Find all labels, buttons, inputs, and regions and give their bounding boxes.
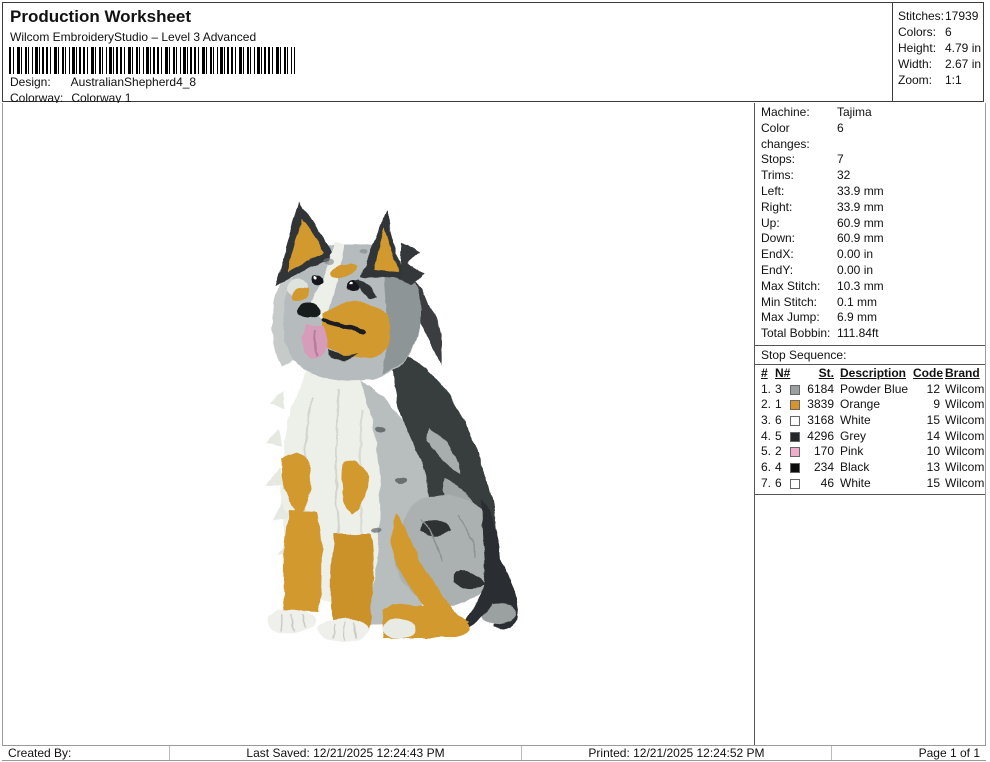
design-summary-box: Stitches: 17939 Colors: 6 Height: 4.79 i… [892,3,984,101]
dog-hind-leg [390,512,469,630]
dog-tail-tip [481,604,517,624]
thread-color-swatch [790,415,800,426]
dog-front-leg-right [330,534,373,631]
stop-sequence-title: Stop Sequence: [755,344,985,364]
stop-row: 1. 3 6184 Powder Blue 12 Wilcom [761,381,985,396]
machine-info: Machine: Tajima Color changes: 6 Stops: 7 T… [761,105,884,341]
design-canvas [3,103,754,745]
stop-row: 2. 1 3839 Orange 9 Wilcom [761,397,985,412]
summary-row-zoom: Zoom: 1:1 [898,73,962,87]
thread-color-swatch [790,431,800,442]
dog-paw-hind [382,620,416,638]
dog-mouth [321,317,366,335]
design-value: AustralianShepherd4_8 [70,75,197,89]
stop-sequence-table: # N# St. Description Code Brand 1. 3 6184… [755,363,985,495]
info-panel: Machine: Tajima Color changes: 6 Stops: 7 T… [754,103,985,745]
thread-color-swatch [790,447,800,458]
last-saved-timestamp: Last Saved: 12/21/2025 12:24:43 PM [170,746,522,760]
stop-row: 4. 5 4296 Grey 14 Wilcom [761,428,985,443]
colorway-label: Colorway: [10,91,64,105]
colorway-row: Colorway: Colorway 1 [10,91,131,105]
thread-color-swatch [790,463,800,474]
summary-row-width: Width: 2.67 in [898,57,982,71]
thread-color-swatch [790,478,800,489]
stop-table-header: # N# St. Description Code Brand [761,365,980,380]
stop-row: 5. 2 170 Pink 10 Wilcom [761,444,985,459]
page-indicator: Page 1 of 1 [918,746,980,760]
design-barcode [9,47,295,74]
dog-eye-left [310,276,322,286]
created-by-label: Created By: [2,746,170,760]
summary-row-colors: Colors: 6 [898,25,952,39]
printed-timestamp: Printed: 12/21/2025 12:24:52 PM [522,746,832,760]
header: Production Worksheet Wilcom EmbroiderySt… [2,2,984,105]
dog-blaze [309,242,345,322]
design-label: Design: [10,75,51,89]
stop-row: 7. 6 46 White 15 Wilcom [761,475,985,490]
dog-front-leg-left [282,510,322,612]
stop-row: 3. 6 3168 White 15 Wilcom [761,413,985,428]
embroidery-design-image [265,202,519,642]
dog-nose [297,303,321,319]
colorway-value: Colorway 1 [71,91,132,105]
stop-row: 6. 4 234 Black 13 Wilcom [761,460,985,475]
app-subtitle: Wilcom EmbroideryStudio – Level 3 Advanc… [10,30,257,44]
design-row: Design: AustralianShepherd4_8 [10,75,196,89]
dog-paw-right [317,618,369,642]
summary-row-height: Height: 4.79 in [898,41,982,55]
thread-color-swatch [790,400,800,411]
thread-color-swatch [790,384,800,395]
main-area: Machine: Tajima Color changes: 6 Stops: 7 T… [2,103,986,745]
dog-paw-left [266,609,316,633]
summary-row-stitches: Stitches: 17939 [898,9,979,23]
page-title: Production Worksheet [10,7,192,26]
footer: Created By: Last Saved: 12/21/2025 12:24… [2,745,986,761]
